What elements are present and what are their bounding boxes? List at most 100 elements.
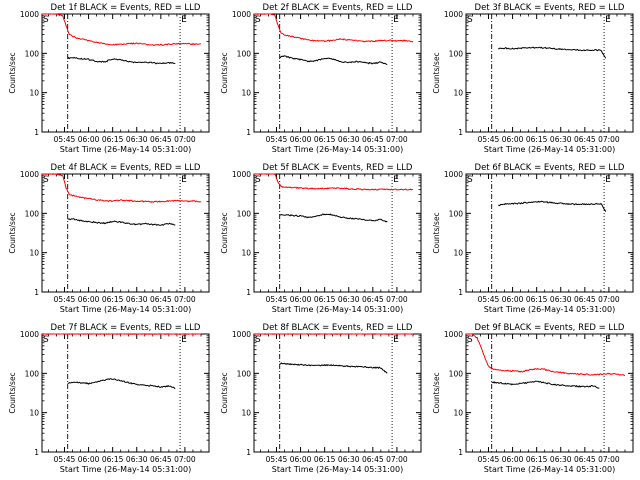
lld-series-line — [41, 173, 202, 203]
panel-det-8: Det 8f BLACK = Events, RED = LLD Counts/s… — [220, 323, 422, 474]
lld-series-line — [41, 13, 202, 47]
x-tick-label: 06:00 — [290, 295, 312, 304]
x-tick-label: 06:30 — [126, 135, 148, 144]
x-tick-label: 06:45 — [362, 455, 384, 464]
x-tick-label: 06:15 — [102, 135, 124, 144]
plot-frame — [465, 13, 634, 133]
x-axis-label: Start Time (26-May-14 05:31:00) — [484, 145, 615, 154]
y-tick-label: 10 — [29, 89, 39, 98]
lld-series-line — [253, 13, 414, 43]
y-tick-label: 1 — [458, 448, 463, 457]
end-marker: E — [181, 175, 187, 185]
x-tick-label: 06:45 — [150, 295, 172, 304]
x-axis-label: Start Time (26-May-14 05:31:00) — [484, 305, 615, 314]
lld-series-line — [466, 333, 626, 377]
x-axis-label: Start Time (26-May-14 05:31:00) — [484, 465, 615, 474]
x-tick-label: 06:30 — [126, 295, 148, 304]
plot-frame — [41, 333, 210, 453]
y-tick-label: 1000 — [232, 170, 251, 179]
y-tick-label: 100 — [449, 209, 464, 218]
x-tick-label: 06:45 — [574, 455, 596, 464]
events-series-line — [279, 213, 388, 223]
y-axis-label: Counts/sec — [220, 372, 229, 413]
start-marker: S — [43, 175, 49, 185]
end-marker: E — [181, 15, 187, 25]
x-tick-label: 06:15 — [526, 135, 548, 144]
x-tick-label: 06:15 — [102, 295, 124, 304]
y-tick-label: 1000 — [444, 330, 463, 339]
events-series-line — [498, 46, 607, 59]
plot-frame — [465, 333, 634, 453]
y-tick-label: 100 — [237, 49, 252, 58]
start-marker: S — [467, 335, 473, 345]
y-axis-label: Counts/sec — [8, 52, 17, 93]
x-tick-label: 06:15 — [526, 295, 548, 304]
y-tick-label: 1000 — [20, 10, 39, 19]
y-tick-label: 1 — [246, 128, 251, 137]
x-tick-label: 06:00 — [78, 295, 100, 304]
panel-title: Det 8f BLACK = Events, RED = LLD — [263, 323, 413, 333]
plot-frame — [253, 13, 422, 133]
panel-title: Det 5f BLACK = Events, RED = LLD — [263, 163, 413, 173]
y-tick-label: 1000 — [232, 330, 251, 339]
end-marker: E — [605, 15, 611, 25]
start-marker: S — [255, 335, 261, 345]
x-tick-label: 06:30 — [338, 135, 360, 144]
panel-det-7: Det 7f BLACK = Events, RED = LLD Counts/s… — [8, 323, 210, 474]
x-axis-label: Start Time (26-May-14 05:31:00) — [272, 145, 403, 154]
x-tick-label: 05:45 — [478, 135, 500, 144]
x-tick-label: 06:45 — [150, 455, 172, 464]
panel-det-6: Det 6f BLACK = Events, RED = LLD Counts/s… — [432, 163, 634, 314]
x-tick-label: 07:00 — [598, 295, 620, 304]
panel-det-1: Det 1f BLACK = Events, RED = LLD Counts/s… — [8, 3, 210, 154]
x-tick-label: 06:00 — [78, 455, 100, 464]
y-tick-label: 10 — [29, 249, 39, 258]
end-marker: E — [393, 15, 399, 25]
y-tick-label: 1000 — [444, 10, 463, 19]
x-tick-label: 05:45 — [266, 455, 288, 464]
x-tick-label: 05:45 — [478, 295, 500, 304]
start-marker: S — [467, 15, 473, 25]
x-tick-label: 06:15 — [314, 295, 336, 304]
y-tick-label: 100 — [237, 209, 252, 218]
y-tick-label: 1 — [34, 448, 39, 457]
x-tick-label: 07:00 — [386, 295, 408, 304]
x-tick-label: 06:15 — [526, 455, 548, 464]
x-tick-label: 06:45 — [362, 295, 384, 304]
x-axis-label: Start Time (26-May-14 05:31:00) — [60, 305, 191, 314]
events-series-line — [279, 362, 388, 374]
events-series-line — [491, 380, 600, 389]
y-axis-label: Counts/sec — [220, 212, 229, 253]
panel-det-9: Det 9f BLACK = Events, RED = LLD Counts/s… — [432, 323, 634, 474]
x-tick-label: 06:15 — [314, 455, 336, 464]
x-tick-label: 06:15 — [314, 135, 336, 144]
lld-series-line — [254, 173, 414, 191]
end-marker: E — [181, 335, 187, 345]
x-tick-label: 06:30 — [338, 455, 360, 464]
start-marker: S — [43, 15, 49, 25]
x-tick-label: 06:45 — [574, 135, 596, 144]
events-series-line — [67, 378, 176, 389]
y-tick-label: 1 — [458, 288, 463, 297]
x-tick-label: 07:00 — [598, 455, 620, 464]
start-marker: S — [467, 175, 473, 185]
y-tick-label: 1 — [34, 128, 39, 137]
panel-det-5: Det 5f BLACK = Events, RED = LLD Counts/s… — [220, 163, 422, 314]
panel-det-2: Det 2f BLACK = Events, RED = LLD Counts/s… — [220, 3, 422, 154]
y-tick-label: 1000 — [444, 170, 463, 179]
y-tick-label: 1000 — [20, 330, 39, 339]
y-tick-label: 100 — [25, 209, 40, 218]
x-tick-label: 06:00 — [502, 455, 524, 464]
events-series-line — [279, 55, 388, 65]
end-marker: E — [393, 175, 399, 185]
end-marker: E — [605, 335, 611, 345]
plot-frame — [41, 13, 210, 133]
panel-title: Det 3f BLACK = Events, RED = LLD — [475, 3, 625, 13]
y-tick-label: 10 — [453, 89, 463, 98]
y-tick-label: 100 — [449, 369, 464, 378]
panel-title: Det 7f BLACK = Events, RED = LLD — [51, 323, 201, 333]
panel-det-4: Det 4f BLACK = Events, RED = LLD Counts/s… — [8, 163, 210, 314]
y-axis-label: Counts/sec — [220, 52, 229, 93]
y-tick-label: 1 — [246, 448, 251, 457]
y-tick-label: 10 — [241, 249, 251, 258]
